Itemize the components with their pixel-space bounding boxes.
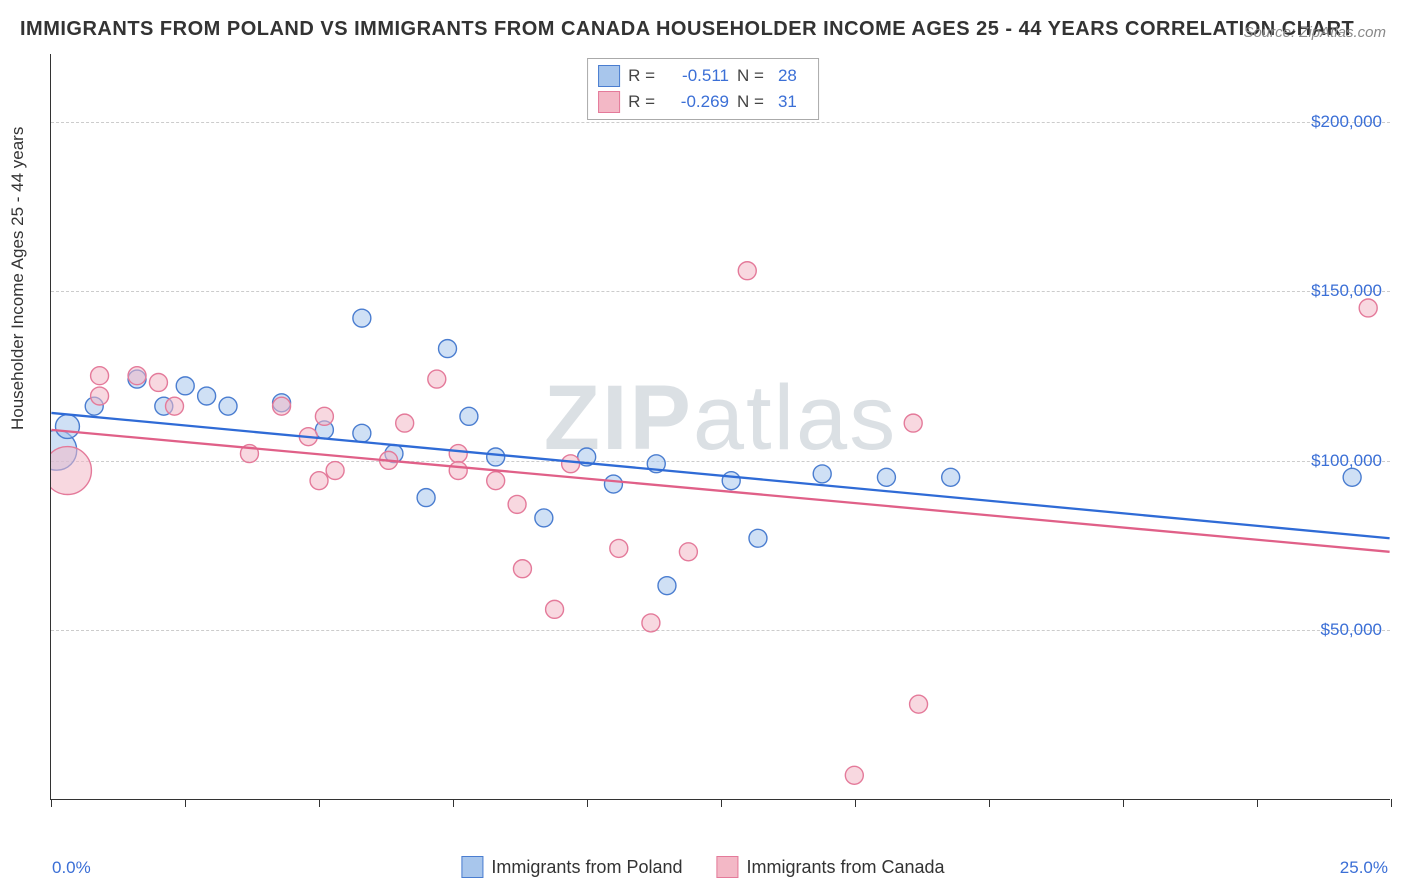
y-axis-label: Householder Income Ages 25 - 44 years xyxy=(8,127,28,430)
legend-stats: R = -0.511 N = 28 R = -0.269 N = 31 xyxy=(587,58,819,120)
n-label: N = xyxy=(737,66,764,86)
data-point xyxy=(353,309,371,327)
x-tick xyxy=(453,799,454,807)
data-point xyxy=(51,447,91,495)
data-point xyxy=(813,465,831,483)
data-point xyxy=(546,600,564,618)
data-point xyxy=(273,397,291,415)
data-point xyxy=(176,377,194,395)
data-point xyxy=(679,543,697,561)
r-value-poland: -0.511 xyxy=(669,66,729,86)
data-point xyxy=(604,475,622,493)
chart-title: IMMIGRANTS FROM POLAND VS IMMIGRANTS FRO… xyxy=(20,18,1354,41)
n-value-poland: 28 xyxy=(778,66,808,86)
data-point xyxy=(396,414,414,432)
r-value-canada: -0.269 xyxy=(669,92,729,112)
data-point xyxy=(449,462,467,480)
data-point xyxy=(845,766,863,784)
data-point xyxy=(738,262,756,280)
x-tick xyxy=(855,799,856,807)
data-point xyxy=(1343,468,1361,486)
data-point xyxy=(658,577,676,595)
data-point xyxy=(198,387,216,405)
legend-label-canada: Immigrants from Canada xyxy=(747,857,945,878)
n-label: N = xyxy=(737,92,764,112)
r-label: R = xyxy=(628,66,655,86)
data-point xyxy=(749,529,767,547)
data-point xyxy=(310,472,328,490)
chart-svg xyxy=(51,54,1390,799)
data-point xyxy=(91,387,109,405)
data-point xyxy=(487,448,505,466)
x-tick xyxy=(721,799,722,807)
legend-item-canada: Immigrants from Canada xyxy=(717,856,945,878)
swatch-canada xyxy=(598,91,620,113)
x-axis-max-label: 25.0% xyxy=(1340,858,1388,878)
data-point xyxy=(562,455,580,473)
x-tick xyxy=(1391,799,1392,807)
swatch-poland xyxy=(598,65,620,87)
data-point xyxy=(128,367,146,385)
data-point xyxy=(417,489,435,507)
data-point xyxy=(877,468,895,486)
data-point xyxy=(610,539,628,557)
x-tick xyxy=(1257,799,1258,807)
data-point xyxy=(219,397,237,415)
swatch-poland xyxy=(461,856,483,878)
data-point xyxy=(942,468,960,486)
trend-line xyxy=(51,413,1389,538)
n-value-canada: 31 xyxy=(778,92,808,112)
chart-container: IMMIGRANTS FROM POLAND VS IMMIGRANTS FRO… xyxy=(0,0,1406,892)
data-point xyxy=(91,367,109,385)
x-tick xyxy=(1123,799,1124,807)
r-label: R = xyxy=(628,92,655,112)
data-point xyxy=(910,695,928,713)
data-point xyxy=(326,462,344,480)
x-tick xyxy=(989,799,990,807)
data-point xyxy=(439,340,457,358)
data-point xyxy=(315,407,333,425)
data-point xyxy=(353,424,371,442)
plot-area: ZIPatlas $50,000$100,000$150,000$200,000 xyxy=(50,54,1390,800)
x-tick xyxy=(185,799,186,807)
data-point xyxy=(449,445,467,463)
data-point xyxy=(642,614,660,632)
legend-item-poland: Immigrants from Poland xyxy=(461,856,682,878)
swatch-canada xyxy=(717,856,739,878)
x-tick xyxy=(319,799,320,807)
legend-stats-row-poland: R = -0.511 N = 28 xyxy=(598,63,808,89)
data-point xyxy=(722,472,740,490)
data-point xyxy=(513,560,531,578)
trend-line xyxy=(51,430,1389,552)
data-point xyxy=(487,472,505,490)
x-tick xyxy=(587,799,588,807)
x-axis-min-label: 0.0% xyxy=(52,858,91,878)
data-point xyxy=(55,415,79,439)
x-tick xyxy=(51,799,52,807)
data-point xyxy=(166,397,184,415)
data-point xyxy=(428,370,446,388)
legend-label-poland: Immigrants from Poland xyxy=(491,857,682,878)
data-point xyxy=(149,373,167,391)
data-point xyxy=(904,414,922,432)
legend-series: Immigrants from Poland Immigrants from C… xyxy=(461,856,944,878)
data-point xyxy=(535,509,553,527)
data-point xyxy=(460,407,478,425)
data-point xyxy=(508,495,526,513)
data-point xyxy=(1359,299,1377,317)
source-attribution: Source: ZipAtlas.com xyxy=(1243,24,1386,41)
legend-stats-row-canada: R = -0.269 N = 31 xyxy=(598,89,808,115)
